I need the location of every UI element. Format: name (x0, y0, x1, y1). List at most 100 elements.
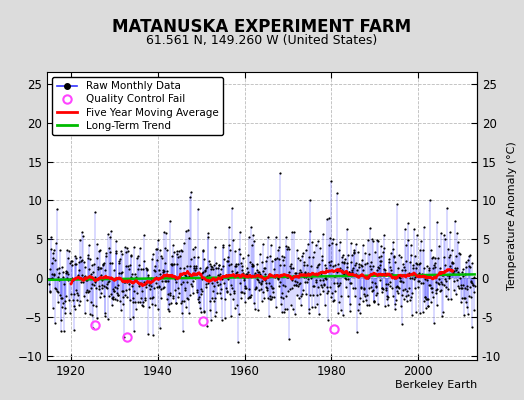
Point (311, 271, 319, 278)
Point (425, 197, 434, 204)
Point (281, 243, 290, 249)
Point (446, 263, 455, 270)
Point (115, 258, 123, 264)
Point (189, 246, 197, 252)
Point (68, 262, 77, 268)
Point (372, 282, 380, 289)
Point (212, 260, 220, 266)
Point (56, 247, 64, 254)
Point (287, 302, 296, 308)
Point (334, 283, 342, 289)
Point (350, 250, 358, 256)
Point (376, 276, 384, 283)
Point (59, 274, 67, 280)
Point (448, 247, 456, 253)
Point (194, 299, 203, 306)
Point (173, 261, 181, 268)
Point (77, 258, 85, 264)
Point (428, 255, 436, 261)
Point (213, 272, 222, 278)
Point (116, 306, 125, 313)
Point (72, 254, 80, 261)
Point (238, 270, 247, 276)
Point (463, 286, 471, 292)
Point (113, 290, 121, 296)
Point (225, 262, 233, 268)
Point (203, 234, 212, 240)
Point (401, 242, 410, 249)
Point (278, 282, 287, 288)
Point (152, 246, 160, 252)
Point (406, 258, 414, 265)
Point (133, 255, 141, 262)
Point (101, 312, 109, 319)
Point (466, 294, 475, 300)
Point (429, 294, 438, 301)
Point (210, 298, 219, 304)
Point (60, 281, 68, 287)
Point (419, 247, 428, 254)
Point (427, 285, 435, 292)
Point (457, 299, 465, 305)
Point (452, 253, 460, 259)
Point (137, 302, 146, 308)
Point (234, 338, 242, 345)
Point (69, 277, 78, 283)
Point (155, 284, 163, 290)
Point (210, 262, 218, 269)
Point (263, 254, 271, 261)
Point (228, 272, 237, 278)
Point (450, 287, 458, 293)
Point (399, 261, 408, 268)
Point (63, 275, 72, 281)
Point (214, 265, 222, 272)
Point (160, 284, 168, 290)
Point (415, 260, 423, 267)
Point (369, 262, 377, 269)
Point (348, 267, 356, 274)
Point (422, 295, 430, 302)
Point (299, 250, 307, 256)
Point (117, 248, 125, 254)
Point (107, 260, 116, 266)
Point (170, 261, 179, 268)
Point (213, 278, 221, 285)
Point (333, 190, 341, 196)
Point (243, 264, 251, 271)
Point (80, 259, 88, 265)
Point (74, 302, 83, 308)
Point (403, 237, 412, 244)
Point (47, 274, 56, 281)
Point (412, 260, 421, 267)
Point (252, 285, 260, 292)
Point (456, 284, 465, 291)
Point (105, 249, 114, 256)
Point (416, 259, 424, 266)
Point (224, 224, 233, 230)
Point (348, 285, 357, 292)
Point (48, 270, 56, 277)
Point (97, 290, 105, 297)
Point (221, 315, 229, 322)
Point (147, 274, 156, 281)
Point (228, 205, 236, 212)
Point (84, 289, 93, 295)
Point (408, 290, 416, 296)
Point (221, 273, 230, 279)
Point (179, 328, 188, 335)
Point (157, 295, 165, 302)
Point (128, 295, 137, 302)
Point (129, 314, 137, 320)
Point (396, 275, 405, 281)
Point (463, 282, 471, 289)
Point (218, 317, 226, 323)
Point (86, 310, 94, 317)
Point (369, 297, 378, 304)
Point (422, 296, 431, 302)
Point (292, 282, 301, 288)
Point (322, 272, 331, 279)
Point (177, 300, 185, 306)
Point (50, 272, 58, 278)
Point (275, 256, 283, 262)
Point (100, 282, 108, 289)
